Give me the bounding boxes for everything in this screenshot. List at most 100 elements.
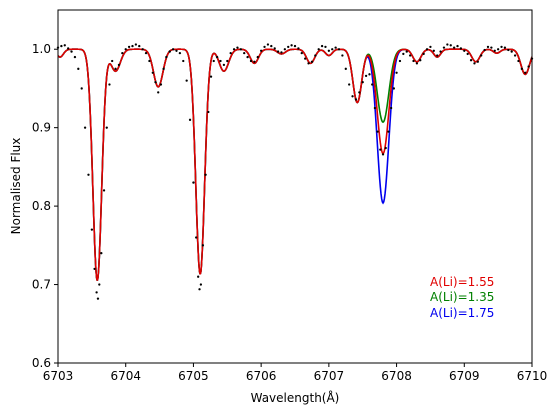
observed-point [102, 189, 106, 192]
observed-point [256, 55, 259, 59]
observed-point [480, 54, 483, 57]
observed-point [452, 46, 456, 49]
observed-point [239, 48, 242, 51]
observed-point [446, 43, 449, 46]
x-tick-label: 6704 [110, 369, 141, 383]
observed-point [419, 59, 422, 62]
model-line-li-155 [58, 48, 532, 281]
observed-point [415, 62, 419, 65]
observed-point [473, 62, 476, 65]
observed-point [364, 74, 368, 78]
observed-point [287, 45, 290, 49]
observed-point [442, 46, 446, 49]
observed-point [486, 45, 490, 49]
observed-point [249, 59, 253, 63]
observed-point [222, 63, 226, 67]
observed-point [371, 83, 374, 86]
observed-point [95, 291, 98, 294]
observed-point [246, 55, 249, 59]
observed-point [108, 83, 111, 86]
observed-point [263, 45, 266, 49]
observed-point [194, 236, 198, 239]
observed-point [376, 130, 379, 133]
observed-point [436, 54, 439, 57]
observed-point [105, 126, 108, 129]
x-axis-label: Wavelength(Å) [251, 390, 340, 405]
observed-point [310, 60, 314, 63]
observed-point [373, 106, 377, 110]
y-tick-label: 0.8 [32, 199, 51, 213]
observed-point [513, 54, 517, 57]
observed-point [493, 49, 496, 52]
observed-point [297, 47, 300, 50]
observed-point [422, 52, 425, 56]
observed-point [483, 48, 486, 52]
observed-point [171, 48, 175, 51]
observed-point [70, 50, 73, 53]
observed-point [500, 45, 503, 49]
observed-point [188, 118, 192, 121]
observed-point [98, 283, 101, 286]
y-tick-label: 1.0 [32, 42, 51, 56]
observed-point [168, 50, 171, 53]
observed-point [209, 75, 213, 78]
y-axis-label: Normalised Flux [9, 138, 23, 235]
observed-point [392, 87, 396, 90]
observed-point [524, 71, 527, 74]
legend-label-li-135: A(Li)=1.35 [430, 290, 494, 304]
observed-point [463, 49, 466, 52]
observed-point [185, 79, 188, 82]
observed-point [162, 67, 165, 70]
observed-point [283, 48, 286, 51]
observed-point [456, 44, 459, 48]
observed-point [111, 59, 114, 63]
observed-point [334, 46, 337, 49]
x-tick-label: 6703 [43, 369, 74, 383]
observed-point [466, 52, 469, 56]
observed-point [114, 67, 117, 70]
observed-point [226, 59, 229, 63]
observed-point [199, 283, 203, 286]
observed-point [496, 48, 500, 51]
observed-point [204, 173, 207, 176]
observed-point [178, 51, 182, 55]
observed-point [141, 48, 144, 51]
observed-point [425, 48, 429, 51]
observed-point [90, 228, 94, 231]
observed-point [77, 67, 80, 70]
observed-point [121, 51, 124, 55]
observed-point [490, 46, 493, 49]
observed-point [73, 55, 77, 59]
observed-point [398, 59, 402, 63]
observed-point [449, 44, 452, 47]
observed-point [207, 110, 210, 114]
observed-point [127, 45, 131, 49]
legend-label-li-155: A(Li)=1.55 [430, 275, 494, 289]
observed-point [96, 297, 100, 300]
observed-point [67, 47, 70, 50]
observed-point [270, 44, 273, 48]
observed-point [304, 57, 307, 60]
observed-point [144, 51, 148, 55]
observed-point [327, 49, 331, 52]
observed-point [243, 51, 246, 55]
legend-label-li-175: A(Li)=1.75 [430, 306, 494, 320]
observed-point [165, 55, 168, 59]
observed-point [273, 47, 276, 50]
observed-point [402, 52, 405, 56]
observed-point [100, 252, 103, 255]
x-tick-label: 6707 [314, 369, 345, 383]
observed-point [131, 44, 134, 48]
observed-point [317, 48, 320, 51]
observed-point [138, 44, 141, 48]
observed-point [83, 126, 87, 129]
observed-point [266, 43, 270, 46]
observed-point [390, 106, 393, 110]
observed-point [408, 54, 412, 57]
y-tick-label: 0.7 [32, 278, 51, 292]
x-tick-label: 6708 [381, 369, 412, 383]
observed-point [381, 153, 385, 156]
observed-point [134, 43, 138, 46]
observed-point [215, 55, 219, 59]
observed-point [307, 62, 310, 65]
